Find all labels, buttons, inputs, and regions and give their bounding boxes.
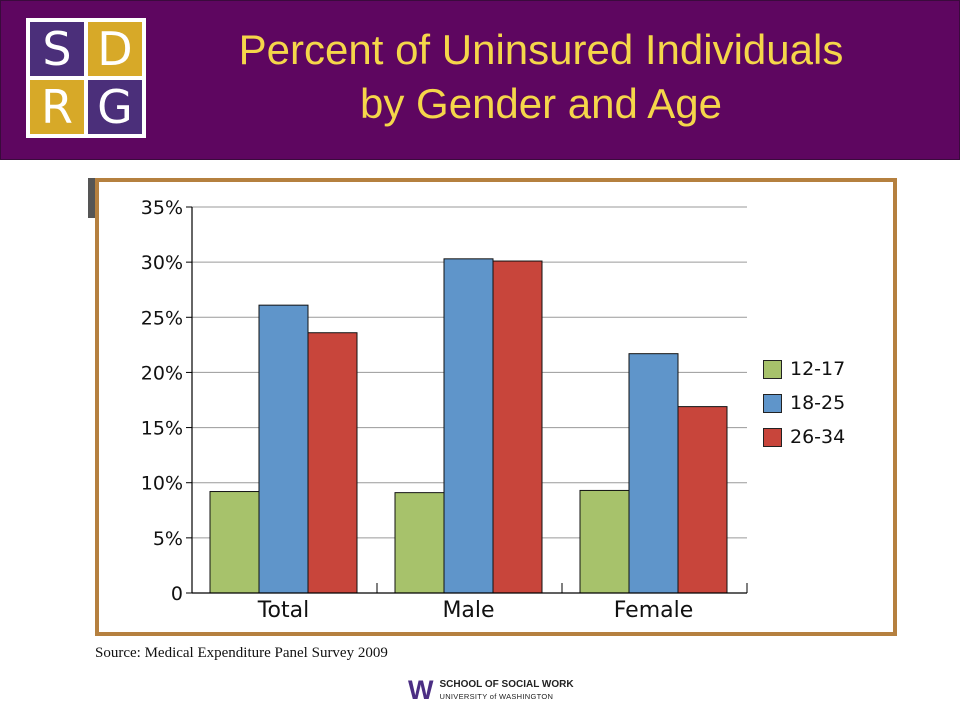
y-tick-label: 20% bbox=[141, 362, 183, 384]
bar-26-34-female bbox=[677, 406, 728, 594]
logo-letter-d: D bbox=[88, 22, 142, 76]
footer-university-name: UNIVERSITY of WASHINGTON bbox=[439, 692, 554, 702]
bar-12-17-total bbox=[209, 491, 260, 594]
legend-label: 18-25 bbox=[790, 392, 846, 414]
bars bbox=[209, 258, 728, 594]
y-tick-label: 0 bbox=[171, 583, 183, 605]
chart-legend: 12-17 18-25 26-34 bbox=[763, 352, 845, 454]
y-tick-label: 35% bbox=[141, 197, 183, 219]
slide-title: Percent of Uninsured Individuals by Gend… bbox=[171, 23, 911, 131]
y-tick-label: 10% bbox=[141, 473, 183, 495]
logo-letter-g: G bbox=[88, 80, 142, 134]
bar-12-17-female bbox=[579, 489, 630, 594]
bar-26-34-male bbox=[492, 260, 543, 594]
logo-letter-s: S bbox=[30, 22, 84, 76]
y-tick-label: 15% bbox=[141, 418, 183, 440]
source-note: Source: Medical Expenditure Panel Survey… bbox=[95, 645, 388, 661]
bar-26-34-total bbox=[307, 332, 358, 594]
legend-label: 26-34 bbox=[790, 426, 846, 448]
legend-swatch bbox=[763, 359, 782, 379]
slide-title-line2: by Gender and Age bbox=[360, 80, 722, 127]
chart-frame-tab bbox=[88, 178, 96, 218]
legend-item: 26-34 bbox=[763, 420, 845, 454]
x-category-label: Male bbox=[442, 598, 494, 623]
header-banner: S D R G Percent of Uninsured Individuals… bbox=[0, 0, 960, 160]
logo-letter-r: R bbox=[30, 80, 84, 134]
footer-school-name: SCHOOL OF SOCIAL WORK bbox=[439, 679, 574, 691]
y-tick-label: 25% bbox=[141, 307, 183, 329]
sdrg-logo: S D R G bbox=[26, 18, 146, 138]
legend-swatch bbox=[763, 393, 782, 413]
bar-12-17-male bbox=[394, 492, 445, 594]
x-category-label: Female bbox=[614, 598, 694, 623]
legend-item: 18-25 bbox=[763, 386, 845, 420]
slide-title-line1: Percent of Uninsured Individuals bbox=[238, 26, 844, 73]
legend-label: 12-17 bbox=[790, 358, 846, 380]
bar-18-25-female bbox=[628, 353, 679, 594]
bar-18-25-total bbox=[258, 304, 309, 594]
y-tick-label: 30% bbox=[141, 252, 183, 274]
uw-school-of-social-work-logo: W SCHOOL OF SOCIAL WORK UNIVERSITY of WA… bbox=[408, 677, 574, 704]
axes: 0 5% 10% 15% 20% 25% 30% 35% Total Male Female bbox=[141, 197, 748, 623]
uw-w-icon: W bbox=[408, 675, 434, 705]
legend-swatch bbox=[763, 427, 782, 447]
y-tick-label: 5% bbox=[153, 528, 183, 550]
x-category-label: Total bbox=[257, 598, 309, 623]
bar-18-25-male bbox=[443, 258, 494, 594]
legend-item: 12-17 bbox=[763, 352, 845, 386]
